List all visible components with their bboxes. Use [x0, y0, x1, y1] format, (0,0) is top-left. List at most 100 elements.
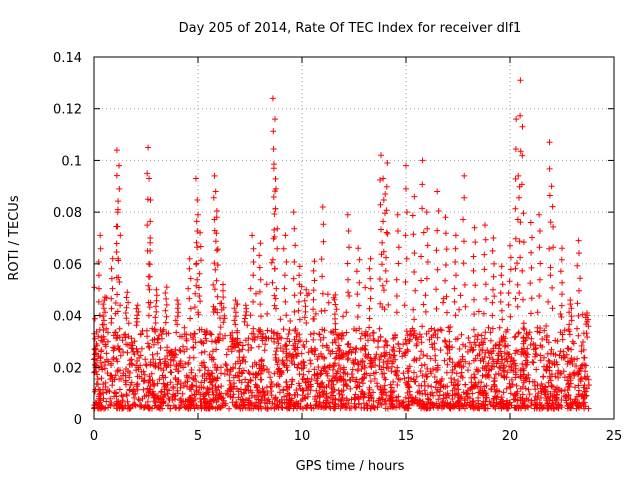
band-point [561, 374, 568, 381]
data-point-streak [549, 284, 556, 291]
band-point [375, 397, 382, 404]
band-point [102, 341, 109, 348]
band-point [375, 344, 381, 351]
band-point [203, 399, 209, 406]
band-point [320, 391, 327, 398]
data-point-streak [282, 298, 289, 305]
band-point [207, 373, 214, 379]
band-point [424, 391, 431, 398]
data-point-streak [270, 194, 277, 200]
band-point [301, 344, 308, 350]
band-point [109, 378, 116, 385]
data-point-streak [354, 291, 361, 298]
data-point-streak [411, 269, 418, 275]
band-point [377, 334, 384, 341]
data-point-streak [442, 277, 449, 284]
band-point [511, 391, 518, 398]
data-point-streak [95, 272, 102, 279]
y-tick-label: 0.06 [53, 258, 82, 273]
band-point [396, 348, 403, 355]
band-point [340, 387, 347, 394]
band-point [217, 331, 223, 338]
band-point [573, 363, 580, 369]
band-point [398, 399, 405, 406]
band-point [251, 359, 258, 366]
band-point [462, 405, 468, 412]
band-point [330, 381, 337, 388]
band-point [138, 345, 145, 352]
band-point [497, 365, 504, 372]
data-point-streak [574, 262, 581, 269]
data-point-streak [291, 225, 298, 232]
band-point [438, 327, 445, 334]
band-point [190, 344, 197, 350]
band-point [229, 399, 236, 406]
data-point-streak [108, 275, 115, 282]
data-point [197, 229, 204, 236]
band-point [451, 403, 458, 409]
data-point-streak [247, 312, 254, 319]
band-point [574, 325, 580, 332]
band-point [300, 387, 307, 394]
band-point [415, 336, 421, 343]
data-point-streak [115, 274, 122, 281]
data-point-streak [271, 292, 278, 299]
band-point [498, 353, 505, 360]
data-point-streak [395, 228, 401, 234]
band-point [517, 394, 524, 401]
band-point [367, 372, 373, 379]
data-point-streak [333, 306, 340, 313]
band-point [236, 354, 243, 361]
band-point [479, 347, 486, 354]
data-point-streak [536, 293, 543, 299]
data-point-streak [220, 287, 226, 294]
data-point-streak [576, 287, 582, 294]
band-point [245, 369, 252, 375]
band-point [503, 374, 510, 381]
data-point-streak [423, 275, 430, 282]
band-point [311, 330, 317, 337]
band-point [495, 370, 502, 377]
band-point [526, 329, 533, 336]
data-point-streak [211, 260, 218, 267]
band-point [475, 400, 482, 407]
band-point [257, 326, 264, 333]
band-point [405, 378, 412, 385]
data-point-streak [123, 294, 130, 301]
band-point [443, 369, 450, 376]
band-point [228, 343, 235, 350]
band-point [389, 403, 396, 410]
band-point [91, 388, 98, 395]
data-point [92, 361, 98, 368]
band-point [103, 350, 110, 357]
band-point [455, 394, 462, 401]
data-point-streak [133, 322, 140, 329]
data-points [90, 77, 592, 368]
x-tick-label: 5 [194, 429, 202, 444]
band-point [141, 377, 148, 384]
data-point-streak [212, 266, 219, 273]
data-point-streak [186, 295, 193, 302]
band-point [563, 397, 570, 404]
data-point-streak [196, 284, 202, 291]
band-point [264, 366, 271, 372]
band-point [124, 392, 130, 399]
data-point [113, 147, 120, 154]
band-point [485, 360, 492, 367]
band-point [531, 382, 538, 389]
band-point [291, 361, 298, 368]
band-point [329, 348, 336, 355]
band-point [580, 339, 586, 345]
band-point [162, 391, 168, 398]
data-point-streak [452, 312, 459, 319]
band-point [177, 401, 184, 408]
band-point [330, 366, 336, 373]
data-point-streak [512, 146, 519, 152]
band-point [390, 388, 397, 395]
data-point-streak [550, 244, 557, 251]
band-point [92, 315, 98, 322]
data-point-streak [483, 295, 490, 302]
band-point [507, 384, 514, 391]
data-point-streak [292, 242, 299, 249]
band-point [468, 384, 475, 391]
